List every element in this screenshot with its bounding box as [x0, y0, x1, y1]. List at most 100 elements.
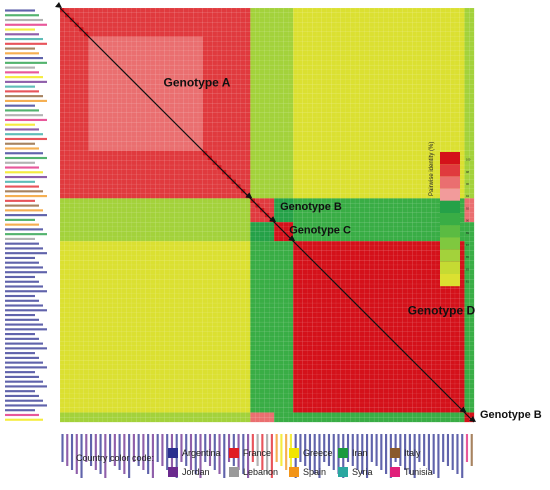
heatmap-cell: [369, 64, 375, 71]
heatmap-cell: [364, 207, 370, 213]
heatmap-cell: [174, 136, 180, 142]
heatmap-cell: [126, 160, 132, 166]
heatmap-cell: [378, 45, 384, 52]
heatmap-cell: [69, 202, 75, 209]
heatmap-cell: [388, 64, 394, 71]
heatmap-cell: [293, 103, 299, 109]
heatmap-cell: [464, 150, 470, 156]
heatmap-cell: [297, 7, 303, 14]
heatmap-cell: [312, 36, 318, 42]
heatmap-cell: [93, 79, 99, 85]
heatmap-cell: [269, 117, 275, 123]
heatmap-cell: [397, 164, 403, 171]
heatmap-cell: [59, 160, 66, 166]
heatmap-cell: [274, 188, 280, 194]
heatmap-cell: [421, 145, 427, 152]
heatmap-cell: [412, 222, 418, 228]
heatmap-cell: [169, 136, 175, 142]
heatmap-cell: [373, 183, 380, 190]
heatmap-cell: [354, 50, 361, 56]
heatmap-cell: [164, 174, 170, 180]
heatmap-cell: [164, 103, 170, 109]
heatmap-cell: [64, 55, 70, 61]
heatmap-cell: [78, 264, 85, 271]
heatmap-cell: [426, 79, 432, 85]
heatmap-cell: [340, 150, 346, 156]
heatmap-cell: [388, 31, 394, 37]
heatmap-cell: [174, 31, 180, 37]
heatmap-cell: [155, 245, 161, 251]
heatmap-cell: [64, 260, 70, 266]
heatmap-cell: [454, 136, 461, 142]
heatmap-cell: [288, 245, 294, 251]
heatmap-cell: [231, 136, 237, 142]
heatmap-cell: [440, 117, 446, 123]
heatmap-cell: [145, 183, 151, 190]
heatmap-cell: [221, 145, 227, 152]
heatmap-cell: [121, 98, 127, 104]
heatmap-cell: [459, 88, 465, 94]
heatmap-cell: [245, 226, 251, 232]
heatmap-cell: [78, 55, 85, 61]
heatmap-cell: [78, 212, 85, 218]
heatmap-cell: [174, 217, 180, 223]
heatmap-cell: [150, 250, 156, 256]
heatmap-cell: [369, 217, 375, 223]
heatmap-cell: [145, 103, 151, 109]
heatmap-cell: [288, 193, 294, 199]
heatmap-cell: [445, 98, 451, 104]
heatmap-cell: [250, 136, 256, 142]
heatmap-cell: [326, 255, 332, 261]
heatmap-cell: [321, 150, 327, 156]
heatmap-cell: [407, 155, 413, 161]
heatmap-cell: [316, 74, 323, 80]
heatmap-cell: [183, 202, 189, 209]
heatmap-cell: [126, 188, 132, 194]
heatmap-cell: [83, 174, 89, 180]
heatmap-cell: [297, 264, 303, 271]
heatmap-cell: [307, 50, 313, 56]
heatmap-cell: [159, 269, 165, 275]
heatmap-cell: [297, 88, 303, 94]
heatmap-cell: [335, 136, 342, 142]
heatmap-cell: [74, 250, 80, 256]
heatmap-cell: [216, 31, 223, 37]
heatmap-cell: [188, 245, 194, 251]
heatmap-cell: [169, 212, 175, 218]
heatmap-cell: [350, 217, 356, 223]
heatmap-cell: [412, 93, 418, 99]
heatmap-cell: [388, 150, 394, 156]
heatmap-cell: [259, 17, 265, 23]
heatmap-cell: [226, 236, 232, 242]
heatmap-cell: [212, 117, 218, 123]
heatmap-cell: [440, 41, 446, 47]
heatmap-cell: [131, 26, 137, 33]
heatmap-cell: [155, 69, 161, 75]
heatmap-cell: [188, 207, 194, 213]
heatmap-cell: [59, 255, 66, 261]
heatmap-cell: [293, 141, 299, 147]
heatmap-cell: [231, 84, 237, 90]
heatmap-cell: [383, 193, 389, 199]
heatmap-cell: [307, 64, 313, 71]
heatmap-cell: [274, 45, 280, 52]
heatmap-cell: [264, 64, 270, 71]
heatmap-cell: [469, 36, 475, 42]
heatmap-cell: [354, 160, 361, 166]
heatmap-cell: [102, 60, 108, 66]
heatmap-cell: [421, 160, 427, 166]
row-label-mark: [5, 366, 47, 369]
heatmap-cell: [469, 17, 475, 23]
heatmap-cell: [335, 55, 342, 61]
heatmap-cell: [202, 93, 208, 99]
heatmap-cell: [412, 155, 418, 161]
heatmap-cell: [145, 41, 151, 47]
heatmap-cell: [316, 255, 323, 261]
heatmap-cell: [407, 103, 413, 109]
heatmap-cell: [107, 12, 113, 18]
heatmap-cell: [412, 188, 418, 194]
heatmap-cell: [335, 250, 342, 256]
heatmap-cell: [212, 64, 218, 71]
heatmap-cell: [293, 255, 299, 261]
heatmap-cell: [269, 269, 275, 275]
